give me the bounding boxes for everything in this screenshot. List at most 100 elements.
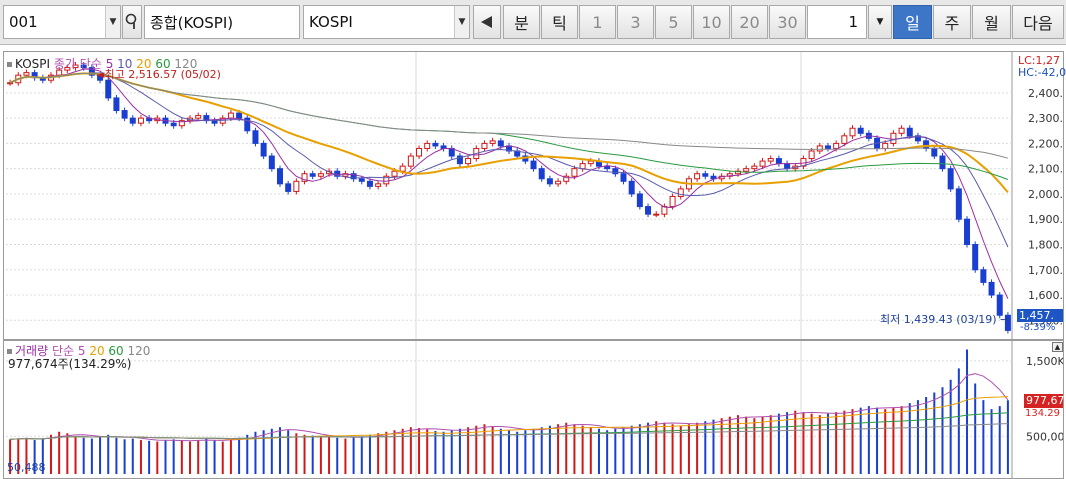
current-price-tag: 1,457. <box>1017 309 1063 322</box>
candle-body <box>972 243 979 271</box>
candle-body <box>579 163 586 170</box>
price-tick-label: 2,000.00 <box>1028 188 1063 201</box>
price-tick-label: 1,600.00 <box>1028 289 1063 302</box>
interval-button-7[interactable]: 20 <box>731 5 768 39</box>
volume-info: 977,674주(134.29%) <box>8 357 132 371</box>
candle-body <box>816 145 823 152</box>
candle-body <box>456 155 463 165</box>
volume-bottom-value: 50,488 <box>7 461 46 474</box>
interval-button-4[interactable]: 3 <box>617 5 654 39</box>
price-tick-label: 1,700.00 <box>1028 264 1063 277</box>
interval-button-2[interactable]: 틱 <box>541 5 578 39</box>
candle-body <box>72 64 79 69</box>
market-select[interactable]: KOSPI ▼ <box>303 5 470 39</box>
prev-button[interactable] <box>473 5 501 39</box>
candle-body <box>497 140 504 147</box>
search-icon <box>125 13 137 29</box>
candle-body <box>841 135 848 144</box>
price-tick-label: 2,100.00 <box>1028 163 1063 176</box>
code-dropdown-icon[interactable]: ▼ <box>105 6 120 38</box>
candle-body <box>432 142 439 147</box>
candle-body <box>563 175 570 182</box>
volume-legend-item-3: 20 <box>85 344 105 358</box>
lc-label: LC:1,27 <box>1018 54 1061 67</box>
high-note: 최고 2,516.57 (05/02) <box>104 68 221 81</box>
interval-button-5[interactable]: 5 <box>655 5 692 39</box>
candle-body <box>546 178 553 185</box>
code-input[interactable]: 001 ▼ <box>3 5 121 39</box>
index-name-field[interactable]: 종합(KOSPI) <box>144 5 300 39</box>
candle-body <box>268 155 275 170</box>
legend-square-icon <box>7 349 12 354</box>
candle-body <box>260 142 267 157</box>
candle-body <box>694 173 701 180</box>
interval-button-8[interactable]: 30 <box>769 5 806 39</box>
volume-panel: 1,500K 500,000 거래량 단순 5 20 60 120 977,674… <box>3 340 1065 479</box>
period-button-3[interactable]: 월 <box>972 5 1011 39</box>
arrow-left-icon: ◄ <box>96 68 105 81</box>
period-button-4[interactable]: 다음 <box>1012 5 1064 39</box>
volume-legend-item-2: 5 <box>74 344 86 358</box>
candle-body <box>955 188 962 220</box>
candle-body <box>784 163 791 170</box>
low-annotation: 최저 1,439.43 (03/19) → <box>880 311 1009 327</box>
count-input[interactable]: 1 <box>807 5 867 39</box>
candle-body <box>375 183 382 187</box>
legend-item-1: 종가 단순 <box>53 57 102 71</box>
candle-body <box>759 160 766 167</box>
candle-body <box>824 145 831 149</box>
interval-button-3[interactable]: 1 <box>579 5 616 39</box>
legend-square-icon <box>7 62 12 67</box>
volume-chart[interactable]: 1,500K 500,000 <box>4 341 1063 478</box>
candle-body <box>612 168 619 175</box>
price-chart[interactable]: 2,400.00 2,300.00 2,200.00 2,100.00 2,000.00… <box>4 52 1063 339</box>
price-panel: 2,400.00 2,300.00 2,200.00 2,100.00 2,000.00… <box>3 51 1066 340</box>
candle-body <box>882 142 889 149</box>
ma-line-10 <box>9 72 1009 248</box>
candle-body <box>939 155 946 170</box>
candle-body <box>833 142 840 149</box>
candle-body <box>358 178 365 182</box>
market-dropdown-icon[interactable]: ▼ <box>454 6 469 38</box>
chevron-down-icon: ▼ <box>876 17 884 27</box>
toolbar: 001 ▼ 종합(KOSPI) KOSPI ▼ 분 틱 1 3 5 10 20 30 1 ▼ … <box>0 0 1066 45</box>
market-value: KOSPI <box>309 13 353 31</box>
legend-item-3: 10 <box>113 57 133 71</box>
candle-body <box>628 180 635 195</box>
volume-title: 거래량 <box>15 344 49 358</box>
candle-body <box>653 213 660 216</box>
arrow-left-icon <box>481 16 492 28</box>
candle-body <box>309 173 316 177</box>
candle-body <box>105 79 112 99</box>
candle-body <box>906 127 913 137</box>
candle-body <box>350 173 357 180</box>
candle-body <box>645 206 652 215</box>
candle-body <box>366 180 373 187</box>
volume-tick-label: 1,500K <box>1026 355 1063 368</box>
candle-body <box>538 168 545 180</box>
ma-line-120 <box>9 72 1009 159</box>
candle-body <box>195 115 202 119</box>
candle-body <box>751 165 758 170</box>
current-volume-tag: 977,67 <box>1024 394 1065 408</box>
legend-item-6: 120 <box>170 57 198 71</box>
interval-button-1[interactable]: 분 <box>503 5 540 39</box>
candle-body <box>1004 314 1011 331</box>
period-button-1[interactable]: 일 <box>893 5 932 39</box>
price-legend: KOSPI 종가 단순 5 10 20 60 120 <box>7 55 197 72</box>
candle-body <box>416 147 423 157</box>
candle-body <box>129 117 136 124</box>
panel-menu-icon[interactable]: ▲ <box>1052 342 1063 352</box>
count-spin-button[interactable]: ▼ <box>868 5 892 39</box>
candle-body <box>391 170 398 177</box>
index-name: 종합(KOSPI) <box>150 13 234 32</box>
candle-body <box>481 142 488 149</box>
period-button-2[interactable]: 주 <box>933 5 971 39</box>
legend-item-4: 20 <box>132 57 152 71</box>
search-button[interactable] <box>122 5 142 39</box>
candle-body <box>88 67 95 76</box>
interval-button-6[interactable]: 10 <box>693 5 730 39</box>
ma-line-5 <box>9 68 1009 299</box>
hc-label: HC:-42,0 <box>1018 66 1066 79</box>
candle-body <box>530 160 537 170</box>
